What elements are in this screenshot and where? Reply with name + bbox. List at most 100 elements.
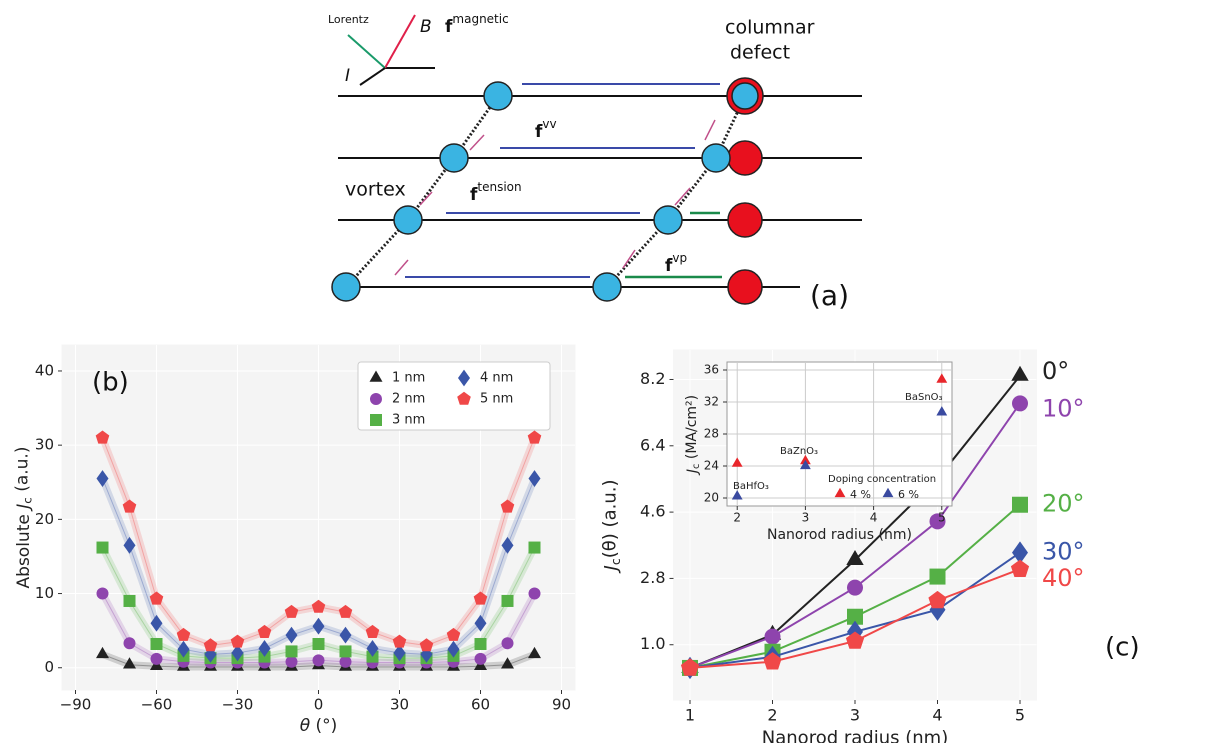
- axis-label: Nanorod radius (nm): [767, 527, 912, 543]
- marker: [150, 652, 163, 665]
- series-label: 10°: [1042, 394, 1085, 422]
- y-tick-label: 36: [704, 363, 719, 377]
- marker: [500, 499, 515, 513]
- label: fvv: [535, 117, 557, 143]
- marker: [123, 536, 136, 554]
- marker: [123, 594, 136, 607]
- y-tick-label: 20: [35, 510, 54, 528]
- series-label: 0°: [1042, 357, 1069, 385]
- marker: [936, 373, 948, 383]
- y-tick-label: 30: [35, 436, 54, 454]
- marker: [231, 644, 244, 662]
- axis-label: θ (°): [300, 716, 338, 736]
- axis-label: Jc (MA/cm²): [684, 395, 702, 476]
- x-tick-label: 4: [870, 511, 878, 525]
- marker: [1012, 496, 1028, 513]
- marker: [312, 617, 325, 635]
- series-label: 20°: [1042, 490, 1085, 518]
- marker: [339, 626, 352, 644]
- x-tick-label: 2: [767, 706, 777, 725]
- marker: [122, 499, 137, 513]
- legend-label: 4 %: [850, 488, 871, 501]
- label: I: [345, 66, 350, 86]
- marker: [392, 634, 407, 648]
- marker: [528, 470, 541, 487]
- annotation: BaHfO₃: [733, 481, 769, 492]
- marker: [501, 594, 514, 607]
- marker: [528, 646, 541, 659]
- marker: [446, 627, 461, 641]
- label-part: J: [601, 565, 622, 573]
- marker: [474, 638, 487, 650]
- x-tick-label: 5: [1015, 706, 1025, 725]
- legend-marker: [370, 414, 382, 426]
- marker: [285, 645, 298, 658]
- annotation: BaSnO₃: [905, 392, 943, 403]
- marker: [311, 599, 326, 613]
- marker: [285, 626, 298, 644]
- legend-box: [357, 361, 551, 431]
- marker: [474, 652, 487, 665]
- label: fmagnetic: [445, 12, 509, 38]
- marker: [1012, 541, 1028, 564]
- label: columnar: [725, 17, 815, 39]
- panel-label: (b): [92, 368, 129, 398]
- marker: [203, 638, 218, 652]
- marker: [501, 637, 514, 650]
- marker: [936, 406, 948, 416]
- marker: [312, 638, 325, 650]
- marker: [393, 644, 406, 662]
- marker: [1010, 559, 1030, 577]
- marker: [285, 655, 298, 668]
- x-tick-label: 5: [938, 511, 946, 525]
- marker: [474, 614, 487, 632]
- label-part: (MA/cm²): [684, 395, 700, 464]
- marker: [339, 655, 352, 668]
- y-tick-label: 1.0: [640, 634, 665, 653]
- marker: [95, 430, 110, 444]
- marker: [800, 454, 811, 465]
- y-tick-label: 40: [35, 361, 54, 379]
- label-part: c: [607, 558, 622, 565]
- marker: [447, 640, 460, 658]
- marker: [763, 652, 782, 670]
- legend-label: 1 nm: [392, 371, 425, 386]
- marker: [527, 430, 542, 444]
- x-tick-label: 90: [552, 696, 571, 714]
- marker: [150, 638, 163, 650]
- marker: [365, 624, 380, 638]
- y-tick-label: 32: [704, 395, 719, 409]
- label-part: c: [20, 497, 34, 504]
- x-tick-label: 3: [850, 706, 860, 725]
- series-label: 40°: [1042, 564, 1085, 592]
- axis-label: Absolute Jc (a.u.): [12, 447, 34, 589]
- marker: [96, 470, 109, 487]
- marker: [284, 604, 299, 618]
- label: ftension: [470, 180, 522, 206]
- x-tick-label: −30: [222, 696, 254, 714]
- marker: [846, 550, 864, 565]
- marker: [929, 513, 946, 530]
- label: fvp: [665, 251, 687, 277]
- label: Lorentz: [328, 13, 369, 26]
- marker: [731, 457, 743, 467]
- panel-label: (a): [810, 279, 849, 312]
- marker: [501, 536, 514, 554]
- marker: [177, 640, 190, 658]
- label-part: Absolute: [14, 509, 34, 589]
- legend-label: 4 nm: [480, 371, 513, 386]
- label: defect: [730, 42, 790, 64]
- label-part: J: [685, 469, 701, 476]
- legend-marker: [370, 393, 382, 405]
- marker: [339, 645, 352, 658]
- marker: [230, 634, 245, 648]
- marker: [96, 587, 109, 600]
- x-tick-label: 60: [471, 696, 490, 714]
- label-part: θ: [300, 716, 311, 736]
- legend-marker: [882, 487, 894, 498]
- marker: [366, 640, 379, 657]
- y-tick-label: 24: [704, 459, 719, 473]
- label-part: (θ) (a.u.): [599, 480, 620, 559]
- marker: [123, 637, 136, 650]
